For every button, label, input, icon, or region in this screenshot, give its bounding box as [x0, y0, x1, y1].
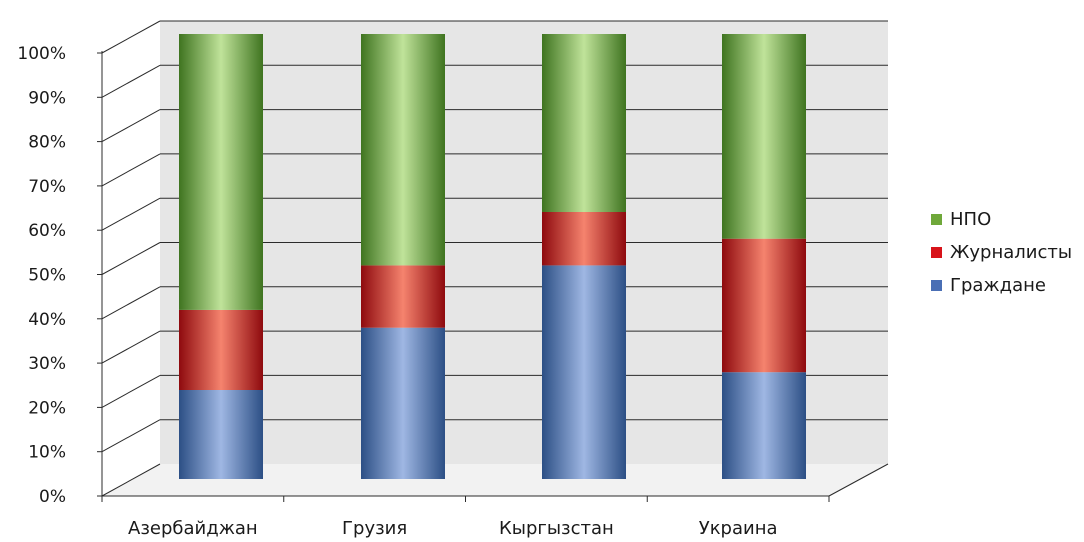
legend-swatch [931, 214, 942, 225]
bar-segment [179, 34, 263, 310]
x-tick-label: Грузия [342, 518, 407, 539]
bar-segment [542, 265, 626, 479]
y-tick-label: 0% [39, 487, 66, 507]
y-tick-label: 90% [28, 88, 66, 108]
x-tick-label: Азербайджан [128, 518, 258, 539]
y-tick-label: 70% [28, 177, 66, 197]
bar-segment [361, 327, 445, 479]
bar-segment [722, 34, 806, 239]
x-tick-label: Кыргызстан [499, 518, 614, 539]
x-tick-label: Украина [699, 518, 778, 539]
axes [97, 51, 889, 502]
legend-item: Граждане [931, 275, 1046, 296]
bar-segment [179, 309, 263, 390]
bar-segment [542, 212, 626, 266]
bar-segment [179, 390, 263, 479]
legend-item: Журналисты [931, 242, 1072, 263]
y-tick-label: 60% [28, 221, 66, 241]
y-tick-label: 40% [28, 310, 66, 330]
y-tick-label: 30% [28, 354, 66, 374]
bar-stack [722, 34, 806, 479]
x-axis-labels: Азербайджан Грузия Кыргызстан Украина [128, 518, 777, 539]
legend-item: НПО [931, 209, 991, 230]
y-axis-ticks: 0% 10% 20% 30% 40% 50% 60% 70% 80% 90% 100% [17, 44, 66, 507]
legend-label: НПО [950, 209, 991, 230]
floor-right-edge [828, 463, 889, 497]
floor [102, 464, 888, 496]
y-tick-label: 100% [17, 44, 66, 64]
y-tick-label: 10% [28, 443, 66, 463]
y-tick-label: 80% [28, 133, 66, 153]
bar-segment [361, 34, 445, 266]
legend-swatch [931, 247, 942, 258]
gridline [101, 463, 161, 497]
bar-stack [179, 34, 263, 479]
legend-swatch [931, 280, 942, 291]
y-tick-label: 50% [28, 266, 66, 286]
bar-stack [542, 34, 626, 479]
gridline [101, 20, 888, 54]
legend: НПО Журналисты Граждане [931, 209, 1072, 296]
bar-segment [722, 372, 806, 479]
legend-label: Журналисты [950, 242, 1072, 263]
y-tick-label: 20% [28, 398, 66, 418]
legend-label: Граждане [950, 275, 1046, 296]
bar-segment [722, 238, 806, 373]
bar-stack [361, 34, 445, 479]
bars [179, 34, 806, 479]
bar-segment [542, 34, 626, 212]
bar-segment [361, 265, 445, 328]
